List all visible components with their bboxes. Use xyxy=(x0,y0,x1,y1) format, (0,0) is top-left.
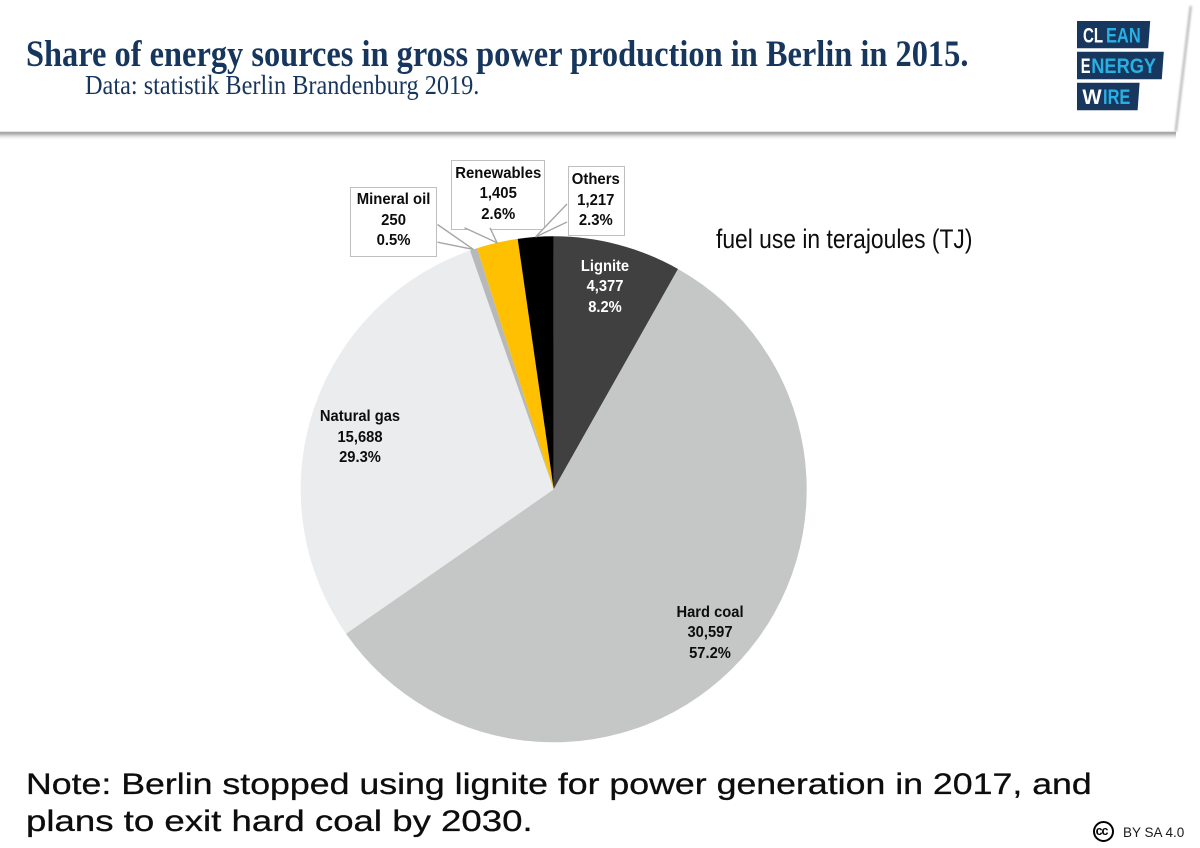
svg-text:W: W xyxy=(1082,86,1102,110)
svg-text:CL: CL xyxy=(1083,23,1103,47)
svg-text:NERGY: NERGY xyxy=(1091,55,1156,79)
svg-text:IRE: IRE xyxy=(1103,86,1130,110)
svg-text:E: E xyxy=(1081,53,1091,77)
svg-text:EAN: EAN xyxy=(1106,24,1141,48)
